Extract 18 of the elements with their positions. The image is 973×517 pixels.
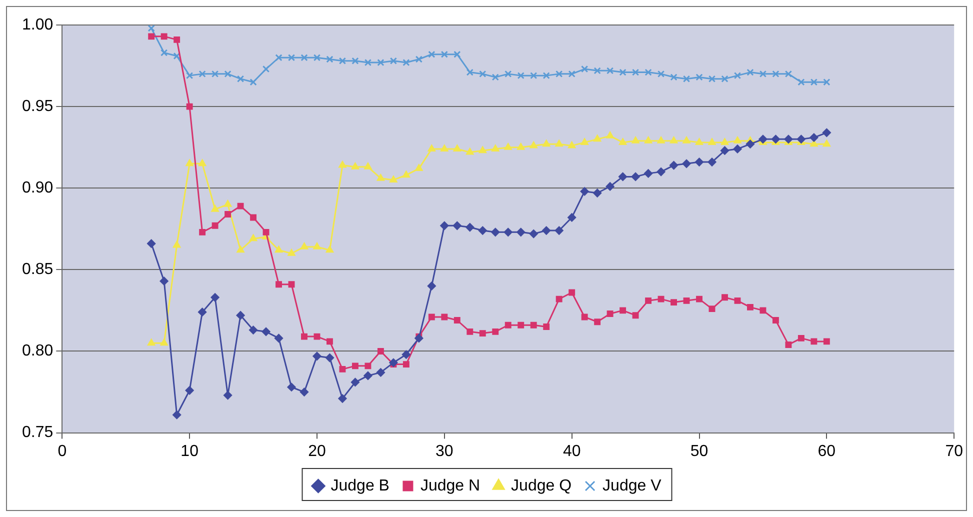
y-tick-label: 0.90 bbox=[22, 180, 54, 197]
x-tick-label: 10 bbox=[180, 442, 199, 460]
x-tick-label: 0 bbox=[58, 442, 67, 460]
x-tick-label: 70 bbox=[945, 442, 964, 460]
legend-label: Judge V bbox=[602, 477, 662, 494]
x-tick-label: 30 bbox=[436, 442, 454, 460]
y-tick-label: 0.75 bbox=[22, 424, 54, 442]
x-tick-label: 20 bbox=[308, 442, 326, 460]
y-tick-label: 0.80 bbox=[22, 342, 54, 360]
legend-label: Judge B bbox=[330, 477, 390, 494]
y-tick-label: 1.00 bbox=[22, 16, 54, 34]
y-tick-label: 0.85 bbox=[22, 261, 54, 278]
y-tick-label: 0.95 bbox=[22, 98, 54, 115]
x-tick-label: 60 bbox=[818, 442, 836, 460]
legend-label: Judge N bbox=[420, 477, 480, 494]
x-tick-label: 40 bbox=[562, 442, 581, 460]
legend-label: Judge Q bbox=[511, 477, 572, 494]
x-tick-label: 50 bbox=[690, 442, 708, 460]
